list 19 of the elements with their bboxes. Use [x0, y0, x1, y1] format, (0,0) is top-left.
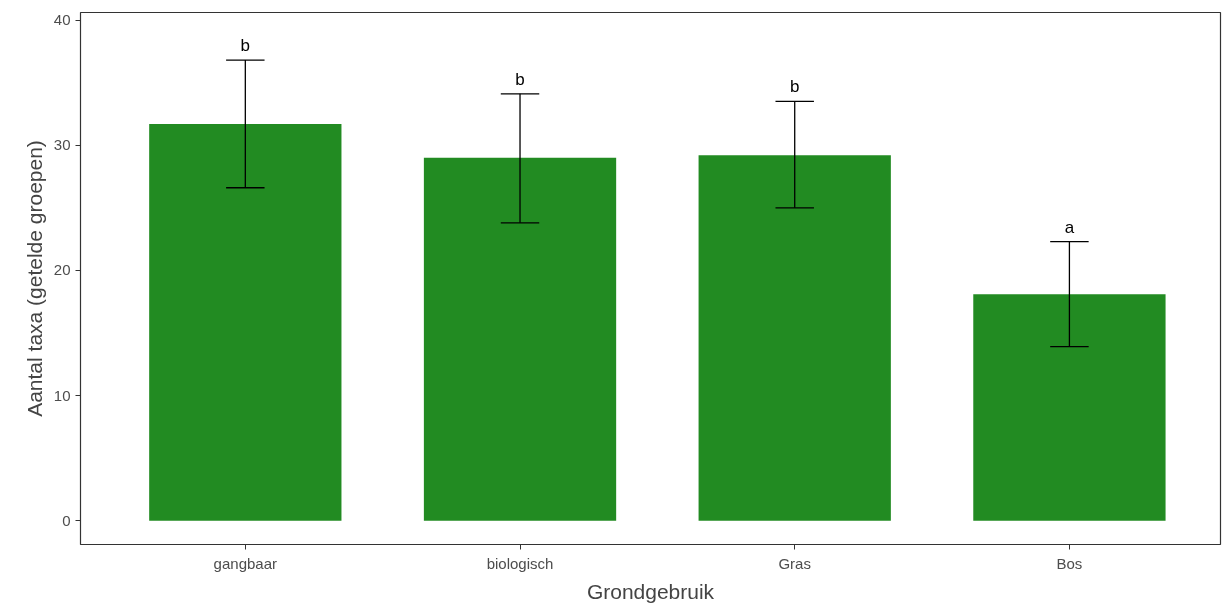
x-tick-label: Gras: [778, 554, 811, 572]
annotation: b: [515, 69, 525, 89]
x-tick-label: biologisch: [486, 554, 554, 572]
annotation: b: [240, 36, 251, 56]
y-tick-label: 20: [53, 261, 71, 279]
y-tick-label: 0: [62, 511, 71, 529]
annotation: b: [789, 77, 800, 97]
bar: [973, 294, 1166, 521]
y-tick-label: 30: [53, 136, 71, 154]
x-tick-label: Bos: [1056, 554, 1083, 572]
bar: [149, 123, 342, 521]
annotation: a: [1064, 217, 1075, 237]
y-tick-label: 10: [53, 386, 71, 404]
x-axis-title: Grondgebruik: [586, 579, 715, 603]
y-tick-label: 40: [53, 11, 71, 29]
x-tick-label: gangbaar: [213, 554, 278, 572]
bar: [698, 155, 891, 521]
bar: [423, 157, 617, 521]
y-axis-title: Aantal taxa (getelde groepen): [22, 140, 46, 417]
